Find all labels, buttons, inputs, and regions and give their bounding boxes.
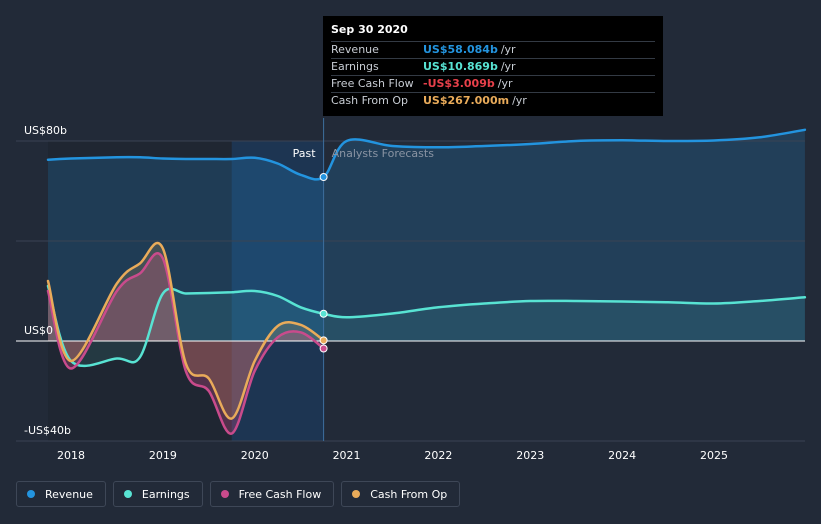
revenue-area — [48, 129, 805, 341]
legend-dot-icon — [123, 490, 132, 498]
tooltip-row-free-cash-flow: Free Cash Flow -US$3.009b /yr — [331, 75, 655, 92]
tooltip-unit: /yr — [512, 94, 527, 107]
tooltip-row-earnings: Earnings US$10.869b /yr — [331, 58, 655, 75]
x-tick-label: 2024 — [608, 449, 636, 462]
cash-from-op-area — [48, 242, 324, 419]
tooltip-value: US$267.000m — [423, 94, 510, 107]
free-cash-flow-area — [48, 253, 324, 434]
earnings-area — [48, 286, 805, 366]
tooltip-row-cash-from-op: Cash From Op US$267.000m /yr — [331, 92, 655, 109]
legend-label: Cash From Op — [370, 487, 448, 501]
legend-item-cash-from-op[interactable]: Cash From Op — [341, 481, 461, 507]
tooltip-value: US$58.084b — [423, 43, 498, 56]
tooltip-value: -US$3.009b — [423, 77, 495, 90]
legend-dot-icon — [27, 490, 35, 498]
legend-label: Free Cash Flow — [238, 487, 322, 501]
legend-label: Earnings — [141, 487, 190, 501]
tooltip-label: Revenue — [331, 43, 379, 56]
free-cash-flow-point — [319, 344, 328, 353]
cash-from-op-line — [46, 241, 325, 420]
legend-dot-icon — [220, 490, 229, 498]
past-region-shade — [48, 141, 232, 441]
x-tick-label: 2020 — [241, 449, 269, 462]
legend-dot-icon — [352, 490, 361, 498]
tooltip-unit: /yr — [500, 43, 516, 56]
x-tick-label: 2018 — [57, 449, 85, 462]
tooltip-unit: /yr — [497, 77, 513, 90]
legend-label: Revenue — [45, 487, 93, 501]
legend: Revenue Earnings Free Cash Flow Cash Fro… — [16, 481, 461, 507]
tooltip-label: Cash From Op — [331, 94, 409, 107]
legend-item-earnings[interactable]: Earnings — [112, 481, 203, 507]
x-tick-label: 2025 — [700, 449, 728, 462]
x-tick-label: 2022 — [424, 449, 452, 462]
tooltip-unit: /yr — [500, 60, 516, 73]
cash-from-op-point — [319, 336, 328, 345]
past-label: Past — [293, 147, 317, 160]
y-axis-label: US$80b — [24, 124, 67, 137]
x-tick-label: 2019 — [149, 449, 177, 462]
tooltip-row-revenue: Revenue US$58.084b /yr — [331, 41, 655, 58]
legend-item-free-cash-flow[interactable]: Free Cash Flow — [209, 481, 335, 507]
x-tick-label: 2023 — [516, 449, 544, 462]
tooltip: Sep 30 2020 Revenue US$58.084b /yr Earni… — [323, 16, 663, 116]
forecast-label: Analysts Forecasts — [332, 147, 435, 160]
tooltip-date: Sep 30 2020 — [331, 23, 408, 36]
tooltip-value: US$10.869b — [423, 60, 498, 73]
revenue-point — [319, 173, 328, 181]
tooltip-label: Earnings — [331, 60, 379, 73]
free-cash-flow-line — [46, 252, 325, 435]
legend-item-revenue[interactable]: Revenue — [16, 481, 106, 507]
earnings-point — [319, 309, 328, 318]
y-axis-label: US$0 — [24, 324, 53, 337]
x-tick-label: 2021 — [333, 449, 361, 462]
y-axis-label: -US$40b — [24, 424, 71, 437]
tooltip-label: Free Cash Flow — [331, 77, 414, 90]
